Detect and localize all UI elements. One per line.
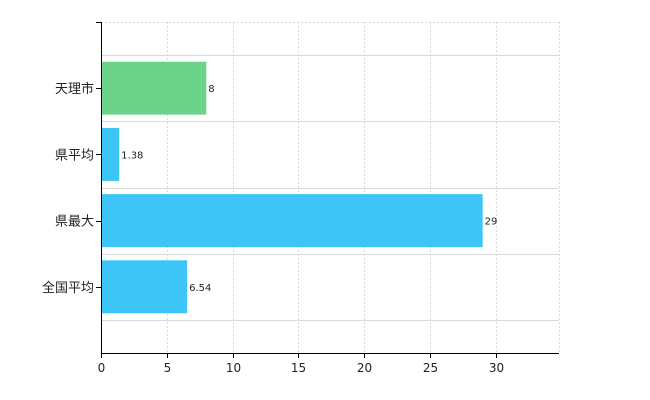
x-tick-label: 20 — [357, 361, 372, 375]
axis-layer — [101, 22, 559, 354]
category-label: 県最大 — [55, 215, 94, 230]
x-tick-label: 10 — [226, 361, 241, 375]
value-label: 8 — [208, 84, 214, 95]
x-tick-label: 5 — [164, 361, 172, 375]
x-tick-label: 15 — [291, 361, 306, 375]
x-tick-label: 25 — [423, 361, 438, 375]
value-label: 6.54 — [189, 283, 211, 294]
bar-layer — [102, 61, 483, 314]
value-label: 1.38 — [121, 150, 143, 161]
grid-layer — [101, 22, 560, 353]
value-label: 29 — [485, 217, 498, 228]
x-tick-label: 0 — [98, 361, 106, 375]
bar — [102, 127, 120, 181]
category-label: 天理市 — [55, 81, 94, 97]
category-label: 県平均 — [55, 148, 94, 163]
bar — [102, 194, 483, 248]
x-tick-label: 30 — [489, 361, 504, 375]
bar — [102, 260, 188, 314]
category-label: 全国平均 — [42, 280, 94, 296]
bar — [102, 61, 207, 115]
label-layer: 0 5 10 15 20 25 30 天理市 8 県平均 1.38 県最大 29 全国平均 6.54 — [42, 22, 504, 375]
